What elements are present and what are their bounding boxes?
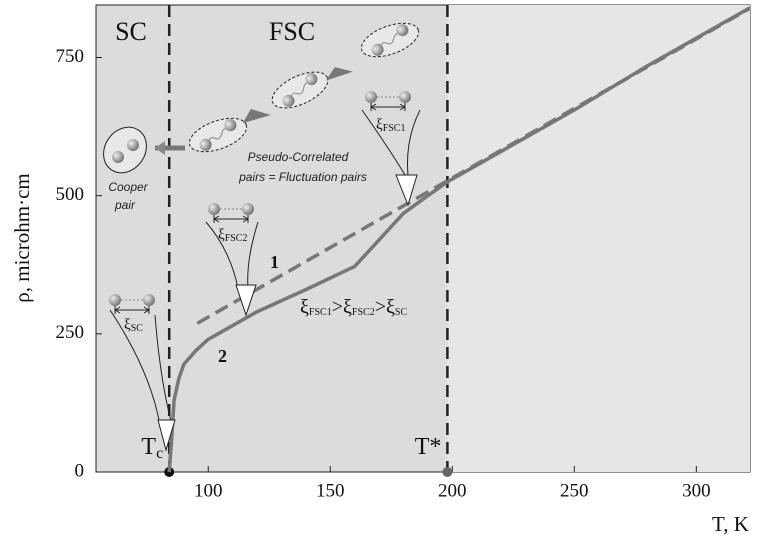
vline-label-text: T [141,434,156,460]
x-tick-label: 300 [682,480,711,501]
region-label: FSC [269,17,315,46]
page: {"chart_data": {"type": "line", "x_label… [0,0,760,542]
series-label: 1 [270,252,279,272]
vline-label-text: T* [415,434,442,460]
vline-label: T* [415,434,442,460]
vline-label-sub: c [156,445,163,462]
y-axis-label: ρ, microhm·cm [10,173,34,302]
x-tick-label: 150 [316,480,345,501]
pseudogap-region [447,5,750,472]
x-tick-label: 200 [438,480,467,501]
annotation: pairs = Fluctuation pairs [238,170,367,184]
y-tick-label: 250 [56,322,85,343]
annotation: Pseudo-Correlated [248,150,349,164]
x-tick-label: 100 [194,480,223,501]
y-tick-label: 750 [56,46,85,67]
series-label: 2 [218,346,227,366]
annotation: Cooper [108,180,148,194]
chart: Tc T* 1 2 SC FSC Pseudo-Correlated pairs = … [0,0,760,542]
y-tick-label: 500 [56,184,85,205]
vline-marker [442,467,452,477]
x-axis-label: T, K [712,512,749,536]
region-label: SC [115,17,147,46]
y-tick-label: 0 [75,460,85,481]
x-tick-label: 250 [560,480,589,501]
annotation: pair [114,198,136,212]
